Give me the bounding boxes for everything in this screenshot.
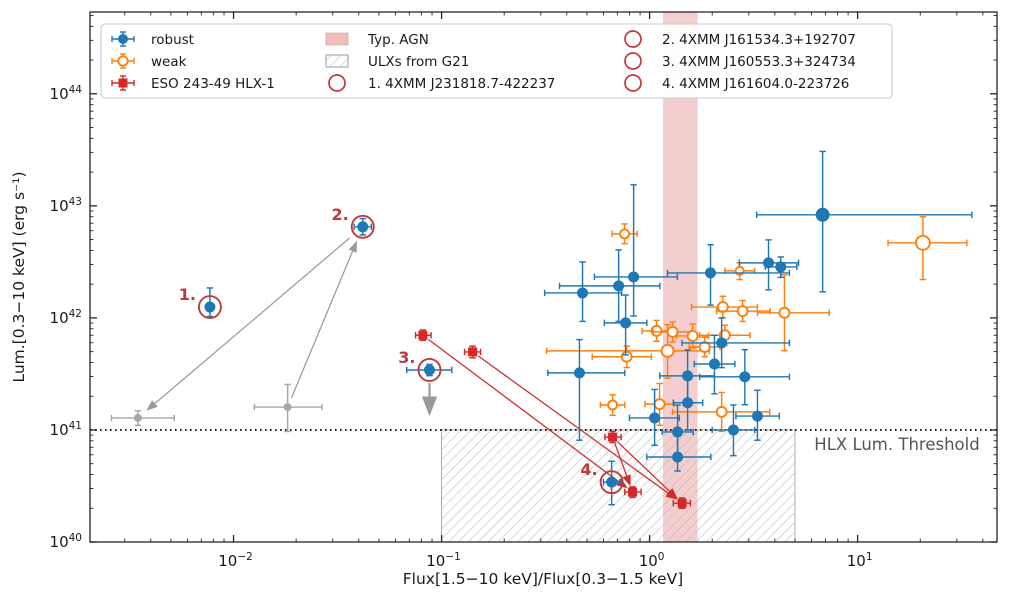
point-robust	[357, 221, 369, 233]
point-faded	[283, 403, 292, 412]
tick-label: 1042	[50, 308, 82, 327]
legend-item: 3. 4XMM J160553.3+324734	[624, 52, 856, 70]
point-robust	[577, 287, 589, 299]
tick-label: 1040	[50, 532, 82, 551]
series-robust	[204, 150, 973, 506]
ring-number-label: 4.	[580, 460, 597, 479]
point-weak	[650, 324, 663, 337]
point-robust	[727, 424, 739, 436]
series-hlx1	[414, 329, 692, 509]
point-robust	[751, 410, 763, 422]
point-faded	[133, 413, 142, 422]
legend-item: 1. 4XMM J231818.7-422237	[328, 74, 555, 92]
point-weak	[620, 350, 633, 363]
point-weak	[686, 330, 699, 342]
point-robust	[682, 397, 694, 409]
point-weak	[736, 305, 749, 318]
trajectory-arrow	[146, 237, 351, 411]
point-hlx1	[418, 330, 428, 340]
point-robust	[573, 367, 585, 379]
point-weak	[660, 343, 675, 358]
point-robust	[649, 412, 661, 424]
tick-label: 100	[639, 551, 665, 570]
trajectory-arrow	[617, 441, 678, 499]
legend-item: weak	[111, 53, 187, 70]
point-weak	[653, 398, 666, 411]
legend-label: ULXs from G21	[368, 54, 469, 70]
ring-number-label: 1.	[179, 285, 196, 304]
tick-label: 1044	[50, 84, 83, 103]
ring-number-label: 3.	[398, 348, 415, 367]
point-robust	[620, 317, 632, 329]
ring-number-label: 2.	[332, 205, 349, 224]
legend-label: 1. 4XMM J231818.7-422237	[368, 76, 555, 92]
legend-label: weak	[151, 54, 187, 70]
legend-item: 2. 4XMM J161534.3+192707	[624, 30, 856, 48]
point-weak	[716, 301, 729, 313]
axes	[89, 11, 998, 543]
point-weak	[778, 306, 791, 319]
tick-label: 1043	[50, 196, 82, 215]
point-weak	[715, 405, 728, 418]
trajectory-arrow	[428, 338, 628, 489]
tick-label: 1041	[50, 420, 82, 439]
point-robust	[705, 267, 717, 279]
point-robust	[613, 280, 625, 292]
legend-label: 3. 4XMM J160553.3+324734	[662, 54, 856, 70]
y-axis-label: Lum.[0.3−10 keV] (erg s⁻¹)	[10, 171, 28, 382]
legend-item: ESO 243-49 HLX-1	[111, 75, 275, 92]
point-weak	[914, 234, 931, 251]
threshold-label: HLX Lum. Threshold	[814, 435, 979, 454]
trajectory-arrow	[477, 355, 678, 500]
plot-area: 1.2.3.4.10−2 10−1 100 101104010411042104310…	[50, 11, 998, 570]
legend-item: 4. 4XMM J161604.0-223726	[624, 74, 849, 92]
tick-label: 10−2	[218, 551, 253, 570]
tick-label: 10−1	[426, 551, 461, 570]
ring-4	[599, 470, 624, 495]
legend-label: robust	[151, 32, 194, 48]
legend-item: robust	[111, 31, 194, 48]
point-robust	[672, 451, 684, 463]
point-robust	[739, 371, 751, 383]
point-hlx1	[608, 432, 618, 442]
legend-label: 4. 4XMM J161604.0-223726	[662, 76, 849, 92]
legend-label: 2. 4XMM J161534.3+192707	[662, 32, 856, 48]
trajectory-arrow	[290, 240, 357, 399]
legend-label: Typ. AGN	[367, 32, 429, 48]
legend-label: ESO 243-49 HLX-1	[151, 76, 275, 92]
point-robust	[628, 271, 640, 283]
point-robust	[716, 337, 728, 349]
x-axis-label: Flux[1.5−10 keV]/Flux[0.3−1.5 keV]	[403, 570, 683, 588]
point-robust	[815, 207, 830, 222]
point-hlx1	[628, 487, 638, 497]
point-weak	[619, 228, 631, 240]
tick-label: 101	[847, 551, 873, 570]
point-robust	[424, 364, 436, 376]
legend-box	[100, 23, 893, 99]
ring-2	[350, 214, 375, 239]
legend-item: ULXs from G21	[325, 54, 469, 70]
point-robust	[204, 301, 216, 313]
legend-item: Typ. AGN	[325, 32, 429, 48]
highlight-rings: 1. 2. 3. 4.	[179, 205, 624, 495]
ring-3	[417, 358, 442, 382]
ulx-region	[441, 429, 796, 543]
point-hlx1	[468, 347, 478, 357]
point-weak	[607, 399, 619, 411]
point-weak	[698, 341, 711, 353]
series-faded	[110, 383, 323, 433]
y-axis: 1040 1041 1042 1043 1044	[50, 84, 83, 551]
point-robust	[775, 261, 787, 273]
x-axis: 10−2 10−1 100 101	[218, 551, 872, 570]
ring-1	[197, 295, 222, 319]
point-robust	[708, 358, 720, 370]
point-hlx1	[677, 498, 687, 508]
trajectory-arrow	[614, 443, 631, 487]
legend: robust weak ESO 243-49 HLX-1 Typ. AGN ULXs f…	[100, 23, 893, 99]
point-robust	[606, 476, 618, 488]
